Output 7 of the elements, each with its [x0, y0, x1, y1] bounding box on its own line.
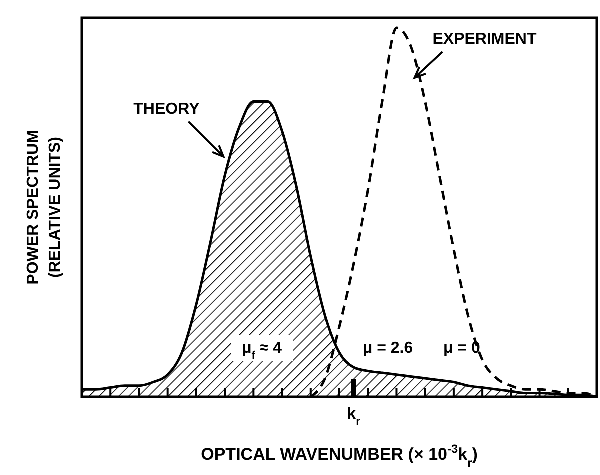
x-axis-title: OPTICAL WAVENUMBER (× 10$^{-3}$k$_{r}$) [201, 442, 478, 470]
y-axis-title: POWER SPECTRUM (RELATIVE UNITS) [25, 130, 64, 285]
text: THEORY [134, 100, 200, 118]
series-label: EXPERIMENT [432, 31, 537, 48]
text: k$_{r}$ [347, 406, 362, 428]
annotation: μ = 2.6 [362, 340, 414, 357]
annotation: μ$_{f}$ ≈ 4 [242, 340, 282, 362]
